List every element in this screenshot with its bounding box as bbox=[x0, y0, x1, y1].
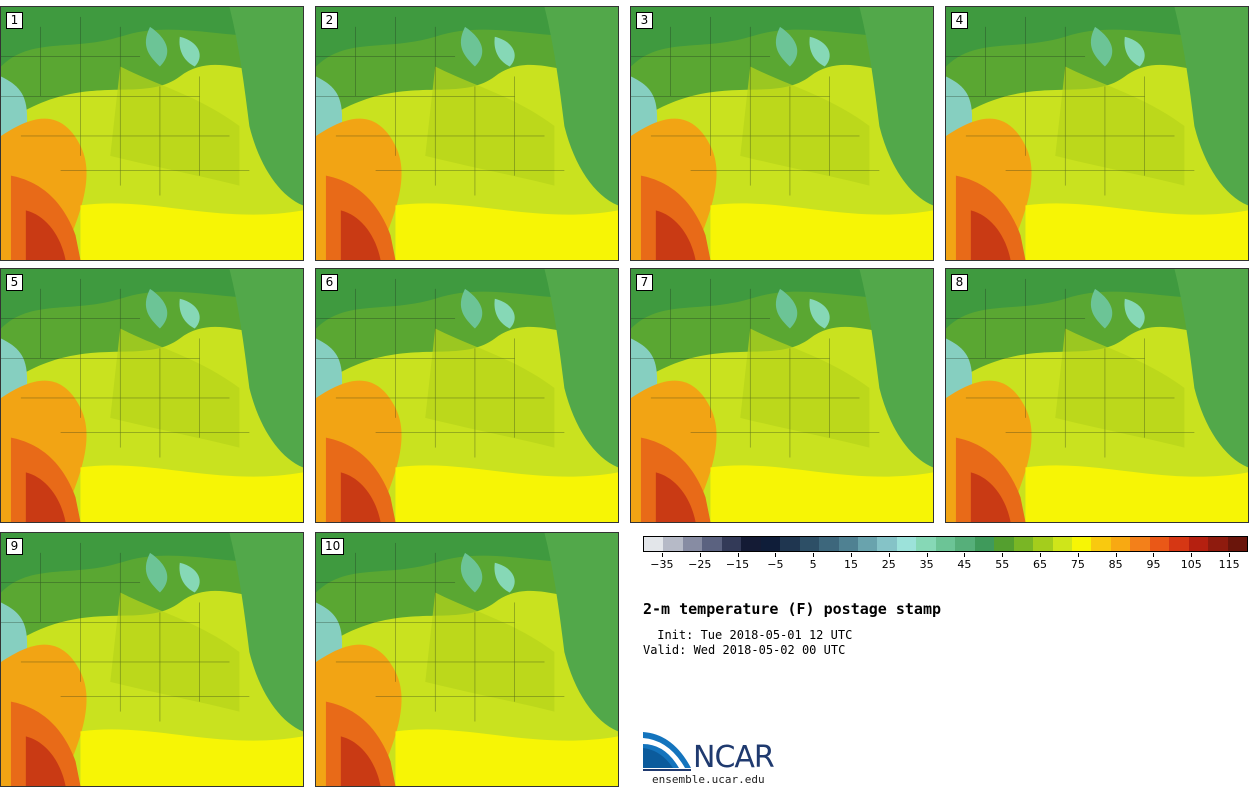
colorbar-tick bbox=[888, 553, 890, 557]
colorbar-tick bbox=[1191, 553, 1193, 557]
colorbar-tick-label: 65 bbox=[1033, 558, 1048, 571]
colorbar-tick-label: 115 bbox=[1218, 558, 1240, 571]
colorbar-tick-label: 15 bbox=[843, 558, 858, 571]
colorbar-segment bbox=[819, 537, 839, 551]
colorbar-tick bbox=[1002, 553, 1004, 557]
valid-time: Valid: Wed 2018-05-02 00 UTC bbox=[643, 643, 846, 657]
colorbar-tick bbox=[1229, 553, 1231, 557]
colorbar-tick bbox=[1040, 553, 1042, 557]
map-panel: 10 bbox=[315, 532, 619, 787]
map-panel: 9 bbox=[0, 532, 304, 787]
panel-number: 9 bbox=[6, 538, 23, 555]
colorbar-segment bbox=[1208, 537, 1228, 551]
colorbar-tick-label: 95 bbox=[1146, 558, 1161, 571]
panel-number: 2 bbox=[321, 12, 338, 29]
colorbar-segment bbox=[741, 537, 761, 551]
colorbar-segment bbox=[838, 537, 858, 551]
colorbar-tick bbox=[964, 553, 966, 557]
panel-number: 7 bbox=[636, 274, 653, 291]
colorbar-segment bbox=[1149, 537, 1170, 551]
colorbar-tick-label: 25 bbox=[881, 558, 896, 571]
map-panel: 8 bbox=[945, 268, 1249, 523]
colorbar-segment bbox=[1227, 537, 1248, 551]
colorbar-segment bbox=[1033, 537, 1053, 551]
temperature-colorbar bbox=[643, 536, 1248, 552]
map-panel: 7 bbox=[630, 268, 934, 523]
colorbar-segment bbox=[721, 537, 742, 551]
colorbar-tick bbox=[1153, 553, 1155, 557]
map-panel: 2 bbox=[315, 6, 619, 261]
colorbar-segment bbox=[663, 537, 683, 551]
colorbar-ticks: −35 −25 −15 −5 5 15 25 35 45 55 65 75 85 95 105 115 bbox=[643, 553, 1248, 573]
colorbar-tick bbox=[775, 553, 777, 557]
colorbar-segment bbox=[702, 537, 722, 551]
colorbar-segment bbox=[1130, 537, 1150, 551]
colorbar-tick bbox=[737, 553, 739, 557]
panel-number: 4 bbox=[951, 12, 968, 29]
colorbar-segment bbox=[682, 537, 703, 551]
map-panel: 6 bbox=[315, 268, 619, 523]
colorbar-segment bbox=[857, 537, 878, 551]
colorbar-tick-label: 105 bbox=[1180, 558, 1202, 571]
colorbar-tick bbox=[813, 553, 815, 557]
map-panel: 4 bbox=[945, 6, 1249, 261]
colorbar-tick bbox=[661, 553, 663, 557]
colorbar-segment bbox=[1091, 537, 1111, 551]
map-panel: 3 bbox=[630, 6, 934, 261]
colorbar-segment bbox=[644, 537, 664, 551]
colorbar-segment bbox=[935, 537, 956, 551]
colorbar-tick bbox=[926, 553, 928, 557]
map-panel: 5 bbox=[0, 268, 304, 523]
colorbar-segment bbox=[955, 537, 975, 551]
colorbar-tick bbox=[850, 553, 852, 557]
colorbar-tick-label: −15 bbox=[725, 558, 750, 571]
colorbar-segment bbox=[1169, 537, 1189, 551]
panel-number: 3 bbox=[636, 12, 653, 29]
colorbar-tick-label: 85 bbox=[1108, 558, 1123, 571]
figure-title: 2-m temperature (F) postage stamp bbox=[643, 600, 942, 618]
colorbar-tick bbox=[1077, 553, 1079, 557]
site-url: ensemble.ucar.edu bbox=[652, 773, 765, 786]
colorbar-tick-label: 55 bbox=[995, 558, 1010, 571]
colorbar-segment bbox=[994, 537, 1014, 551]
colorbar-segment bbox=[974, 537, 995, 551]
colorbar-segment bbox=[799, 537, 820, 551]
panel-number: 6 bbox=[321, 274, 338, 291]
colorbar-tick-label: 35 bbox=[919, 558, 934, 571]
colorbar-segment bbox=[760, 537, 781, 551]
panel-number: 8 bbox=[951, 274, 968, 291]
panel-number: 5 bbox=[6, 274, 23, 291]
colorbar-tick-label: −35 bbox=[650, 558, 674, 571]
colorbar-segment bbox=[877, 537, 897, 551]
map-panel: 1 bbox=[0, 6, 304, 261]
ncar-logo-icon bbox=[643, 732, 691, 771]
colorbar-tick-label: 5 bbox=[809, 558, 817, 571]
colorbar-tick-label: −25 bbox=[688, 558, 712, 571]
colorbar-segment bbox=[896, 537, 917, 551]
colorbar-segment bbox=[1052, 537, 1072, 551]
colorbar-tick bbox=[1115, 553, 1117, 557]
colorbar-tick-label: −5 bbox=[767, 558, 784, 571]
colorbar-segment bbox=[780, 537, 800, 551]
colorbar-tick-label: 45 bbox=[957, 558, 972, 571]
colorbar-segment bbox=[1013, 537, 1034, 551]
colorbar-segment bbox=[1071, 537, 1092, 551]
panel-number: 1 bbox=[6, 12, 23, 29]
colorbar-segment bbox=[1110, 537, 1131, 551]
colorbar-tick bbox=[699, 553, 701, 557]
colorbar-segment bbox=[1188, 537, 1209, 551]
colorbar-tick-label: 75 bbox=[1070, 558, 1085, 571]
colorbar-segment bbox=[916, 537, 936, 551]
init-time: Init: Tue 2018-05-01 12 UTC bbox=[650, 628, 853, 642]
logo-text: NCAR bbox=[693, 740, 775, 775]
panel-number: 10 bbox=[321, 538, 345, 555]
